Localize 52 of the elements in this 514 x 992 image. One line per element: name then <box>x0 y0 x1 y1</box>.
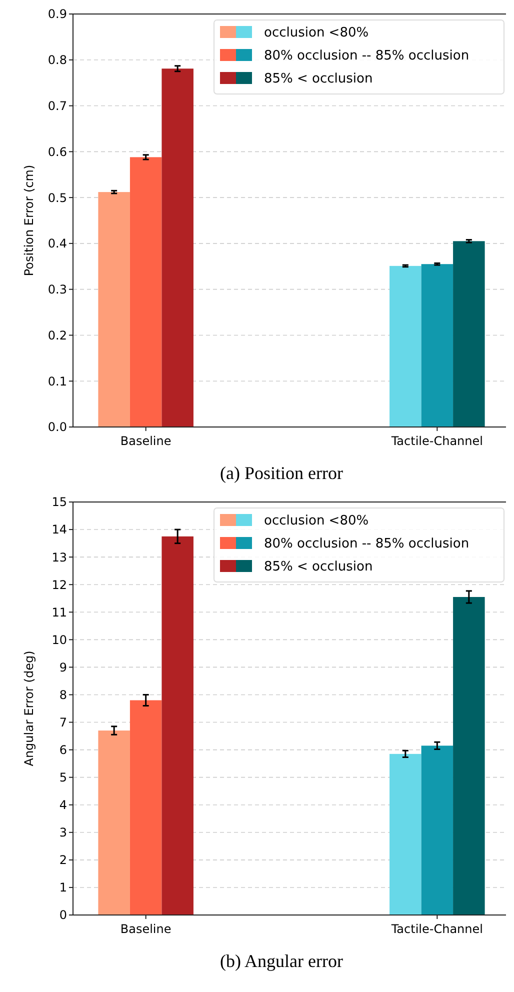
y-tick-label: 2 <box>59 853 67 868</box>
legend-label: 80% occlusion -- 85% occlusion <box>264 536 470 552</box>
y-tick-label: 0.0 <box>48 420 67 434</box>
y-tick-label: 0.5 <box>48 190 67 205</box>
legend-label: 85% < occlusion <box>264 72 373 87</box>
bar <box>390 266 422 427</box>
y-tick-label: 0.7 <box>48 98 67 113</box>
y-tick-label: 6 <box>59 743 67 757</box>
bar <box>162 68 194 427</box>
bar <box>98 192 130 427</box>
bar <box>130 157 162 427</box>
y-tick-label: 0.6 <box>48 144 67 159</box>
text: (b) Angular error <box>220 951 343 971</box>
bar <box>421 264 454 427</box>
bar <box>453 241 485 427</box>
y-tick-label: 7 <box>59 715 67 730</box>
legend-label: 85% < occlusion <box>264 560 373 575</box>
y-tick-label: 1 <box>59 880 67 895</box>
x-tick-label: Tactile-Channel <box>390 434 483 448</box>
y-tick-label: 4 <box>59 798 67 812</box>
y-tick-label: 0.1 <box>48 374 67 388</box>
y-tick-label: 0.3 <box>48 282 67 297</box>
y-tick-label: 3 <box>59 826 67 840</box>
y-tick-label: 11 <box>52 605 67 620</box>
y-tick-label: 12 <box>52 578 67 592</box>
y-tick-label: 8 <box>59 688 67 702</box>
y-tick-label: 0.4 <box>48 236 67 251</box>
y-tick-label: 9 <box>59 660 67 674</box>
bar <box>162 536 194 915</box>
bar <box>130 700 162 915</box>
y-tick-label: 10 <box>52 632 67 647</box>
bar <box>390 754 422 915</box>
y-tick-label: 0 <box>59 908 67 922</box>
y-tick-label: 13 <box>52 550 67 564</box>
bar <box>453 596 485 915</box>
legend-label: occlusion <80% <box>264 26 369 41</box>
y-tick-label: 14 <box>52 522 67 537</box>
x-tick-label: Baseline <box>120 922 172 936</box>
text: (a) Position error <box>220 463 343 483</box>
legend-label: 80% occlusion -- 85% occlusion <box>264 48 470 64</box>
y-tick-label: 5 <box>59 770 67 785</box>
y-tick-label: 15 <box>52 495 67 510</box>
legend-label: occlusion <80% <box>264 514 369 529</box>
y-tick-label: 0.8 <box>48 53 67 68</box>
bar <box>98 730 130 915</box>
x-tick-label: Tactile-Channel <box>390 922 483 936</box>
y-tick-label: 0.2 <box>48 328 67 342</box>
bar <box>421 746 454 915</box>
y-axis-title: Angular Error (deg) <box>22 650 36 766</box>
y-axis-title: Position Error (cm) <box>22 164 36 276</box>
y-tick-label: 0.9 <box>48 7 67 22</box>
x-tick-label: Baseline <box>120 434 172 448</box>
